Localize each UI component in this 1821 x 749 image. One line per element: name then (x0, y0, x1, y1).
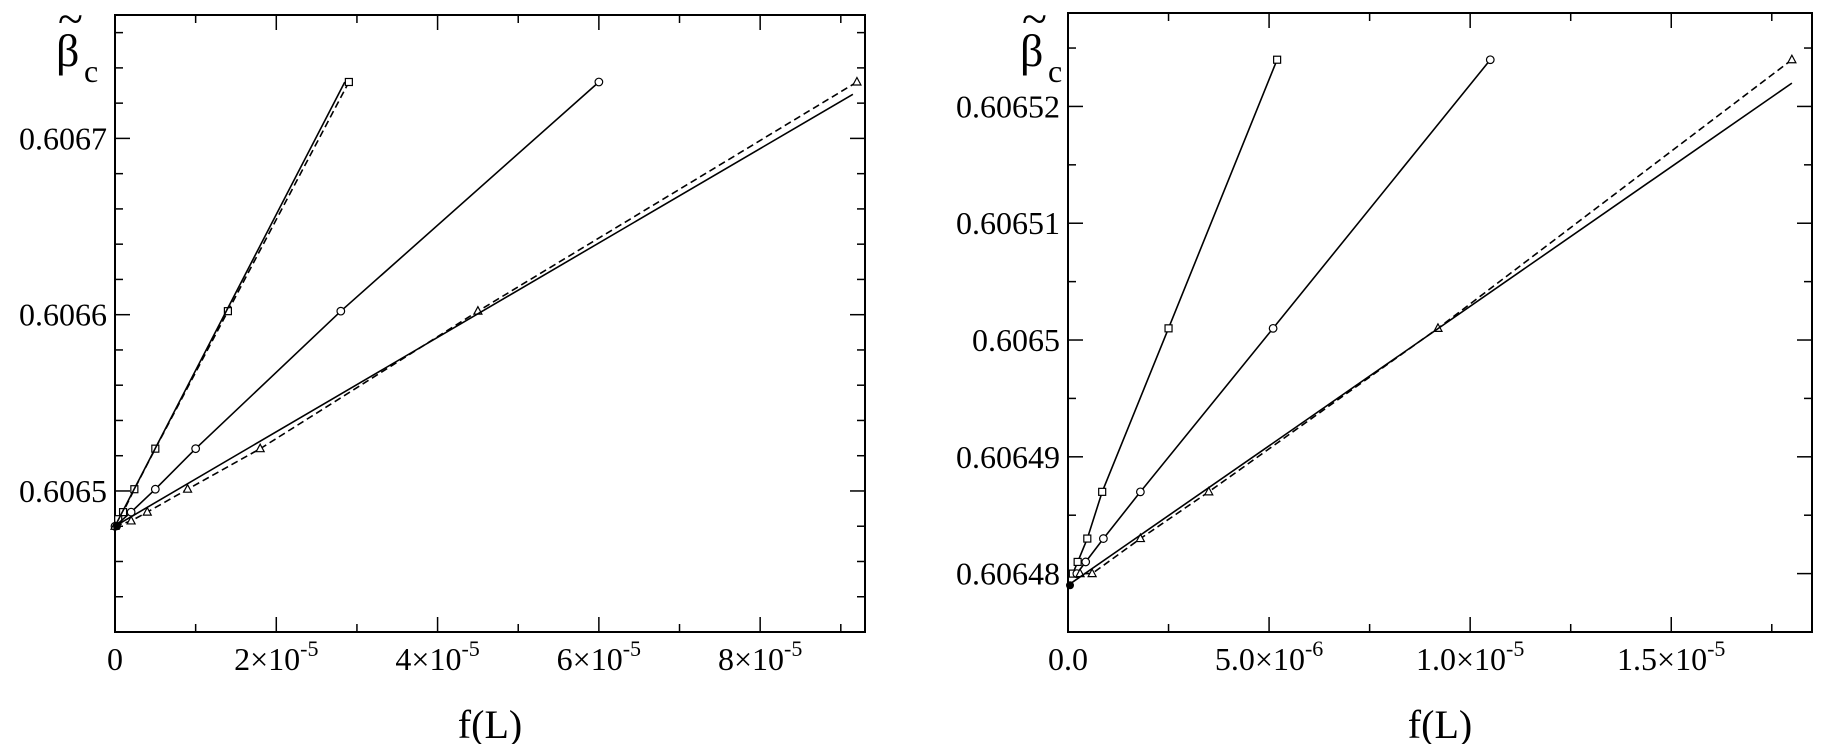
data-point-square (1273, 55, 1282, 64)
data-point-circle (1485, 55, 1495, 65)
data-point-triangle (126, 515, 137, 525)
series-line-3 (1067, 82, 1793, 586)
data-point-triangle (1786, 53, 1797, 64)
origin-cluster-point (113, 522, 121, 531)
series-line-1 (1076, 59, 1491, 575)
data-point-triangle (182, 483, 193, 493)
data-point-circle (594, 77, 604, 87)
series-line-2 (1080, 59, 1793, 575)
y-tick-label: 0.60651 (956, 205, 1060, 241)
y-tick-label: 0.6066 (19, 297, 107, 333)
data-point-circle (150, 484, 160, 494)
plot-frame (114, 14, 866, 633)
series-line-0 (1072, 59, 1278, 574)
data-point-circle (191, 444, 201, 454)
plot-frame (1067, 12, 1813, 633)
data-point-circle (1081, 557, 1091, 567)
data-point-triangle (255, 442, 266, 453)
data-point-triangle (1203, 486, 1214, 496)
series-line-2 (114, 81, 600, 527)
x-tick-label: 2×10-5 (234, 636, 318, 677)
x-tick-label: 0.0 (1048, 641, 1088, 677)
x-tick-label: 1.5×10-5 (1617, 636, 1725, 677)
y-axis-label-subscript: c (1048, 53, 1062, 89)
y-tick-label: 0.60648 (956, 556, 1060, 592)
x-tick-label: 8×10-5 (718, 636, 802, 677)
series-line-1 (114, 81, 346, 527)
y-axis-label: β (56, 25, 79, 76)
series-line-4 (114, 93, 854, 527)
x-axis-label: f(L) (458, 702, 522, 744)
y-tick-label: 0.60649 (956, 439, 1060, 475)
data-point-triangle (851, 76, 862, 86)
y-tick-label: 0.6067 (19, 120, 107, 156)
x-axis-label: f(L) (1408, 702, 1472, 744)
x-tick-label: 4×10-5 (395, 636, 479, 677)
right-chart-panel: 0.0 5.0×10-6 1.0×10-5 1.5×10-5 0.60648 0.6064… (956, 0, 1813, 747)
data-point-circle (1135, 487, 1145, 497)
data-point-circle (336, 306, 346, 316)
data-point-triangle (1087, 567, 1098, 578)
y-axis-label-tilde: ~ (58, 0, 83, 44)
y-axis-label-tilde: ~ (1022, 0, 1047, 44)
x-tick-label: 0 (107, 641, 123, 677)
y-tick-label: 0.60652 (956, 88, 1060, 124)
origin-cluster-point (1066, 581, 1074, 590)
data-point-square (1098, 487, 1107, 496)
data-point-triangle (142, 506, 153, 516)
data-point-circle (1268, 323, 1278, 333)
data-point-circle (1098, 534, 1108, 543)
x-tick-label: 6×10-5 (557, 636, 641, 677)
y-tick-label: 0.6065 (972, 322, 1060, 358)
y-axis-label: β (1020, 25, 1043, 76)
data-point-square (344, 77, 353, 87)
y-tick-label: 0.6065 (19, 473, 107, 509)
data-point-square (1083, 534, 1092, 543)
x-tick-label: 5.0×10-6 (1215, 636, 1323, 677)
left-chart-panel: 0 2×10-5 4×10-5 6×10-5 8×10-5 0.6065 0.6066 0.6… (19, 0, 866, 747)
data-point-square (1164, 324, 1173, 333)
data-point-square (1073, 557, 1082, 567)
series-line-3 (114, 81, 858, 527)
data-point-triangle (1135, 532, 1146, 543)
x-tick-label: 1.0×10-5 (1416, 636, 1524, 677)
y-axis-label-subscript: c (84, 53, 98, 89)
